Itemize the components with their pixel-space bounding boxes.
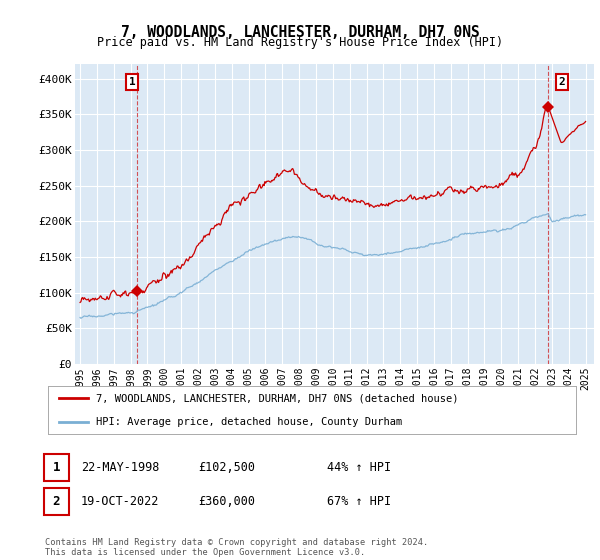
Text: 2: 2 [53,494,60,508]
Text: 44% ↑ HPI: 44% ↑ HPI [327,461,391,474]
Text: 1: 1 [53,461,60,474]
Text: Price paid vs. HM Land Registry's House Price Index (HPI): Price paid vs. HM Land Registry's House … [97,36,503,49]
Text: 19-OCT-2022: 19-OCT-2022 [81,494,160,508]
Text: £102,500: £102,500 [198,461,255,474]
Text: 2: 2 [559,77,565,87]
Text: 67% ↑ HPI: 67% ↑ HPI [327,494,391,508]
Text: 7, WOODLANDS, LANCHESTER, DURHAM, DH7 0NS: 7, WOODLANDS, LANCHESTER, DURHAM, DH7 0N… [121,25,479,40]
Text: HPI: Average price, detached house, County Durham: HPI: Average price, detached house, Coun… [95,417,402,427]
Text: 7, WOODLANDS, LANCHESTER, DURHAM, DH7 0NS (detached house): 7, WOODLANDS, LANCHESTER, DURHAM, DH7 0N… [95,393,458,403]
Text: Contains HM Land Registry data © Crown copyright and database right 2024.
This d: Contains HM Land Registry data © Crown c… [45,538,428,557]
Text: 1: 1 [128,77,136,87]
Text: £360,000: £360,000 [198,494,255,508]
Text: 22-MAY-1998: 22-MAY-1998 [81,461,160,474]
